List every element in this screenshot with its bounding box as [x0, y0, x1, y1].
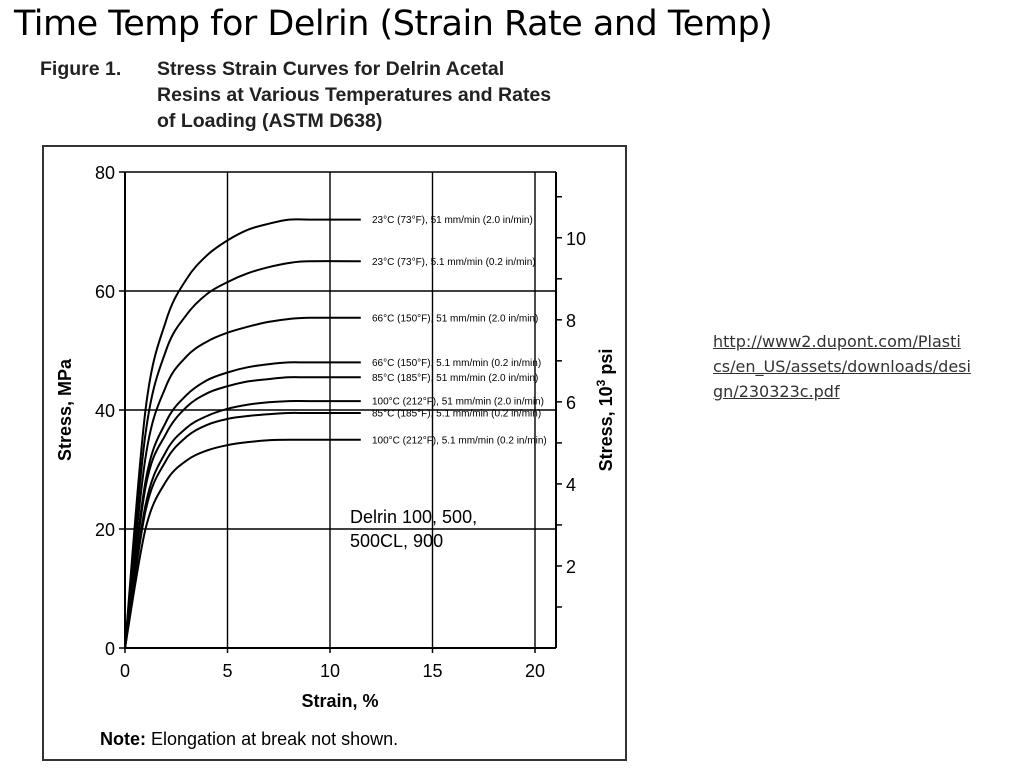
- caption-line: Stress Strain Curves for Delrin Acetal: [157, 58, 505, 80]
- series-label: 85°C (185°F), 51 mm/min (2.0 in/min): [372, 373, 538, 384]
- note: Note: Elongation at break not shown.: [100, 729, 398, 749]
- y-axis-label-right-suffix: psi: [596, 349, 616, 380]
- right-tick-label: 10: [566, 229, 586, 249]
- right-tick-label: 8: [566, 311, 576, 331]
- series-line: [124, 376, 361, 649]
- series-line: [124, 361, 361, 649]
- series-line: [124, 218, 361, 649]
- series-label: 85°C (185°F), 5.1 mm/min (0.2 in/min): [372, 408, 541, 419]
- chart-annotation-line: 500CL, 900: [350, 531, 443, 551]
- chart-annotation-line: Delrin 100, 500,: [350, 507, 477, 527]
- y-axis-label-right-prefix: Stress, 10: [596, 386, 616, 471]
- x-tick-label: 20: [525, 661, 545, 681]
- right-tick-label: 6: [566, 393, 576, 413]
- x-tick-label: 10: [320, 661, 340, 681]
- x-tick-label: 0: [120, 661, 130, 681]
- caption-line: Resins at Various Temperatures and Rates: [157, 84, 552, 106]
- y-tick-label: 0: [105, 639, 115, 659]
- series-layer: [124, 218, 361, 649]
- source-link-line: http://www2.dupont.com/Plasti: [713, 332, 961, 351]
- right-tick-label: 2: [566, 557, 576, 577]
- series-label: 100°C (212°F), 51 mm/min (2.0 in/min): [372, 397, 544, 408]
- y-tick-label: 80: [95, 163, 115, 183]
- y-axis-label-left: Stress, MPa: [55, 358, 75, 461]
- caption-line: of Loading (ASTM D638): [157, 110, 383, 132]
- note-label: Note:: [100, 729, 146, 749]
- figure-number: Figure 1.: [40, 58, 122, 80]
- source-link-line: cs/en_US/assets/downloads/desi: [713, 357, 971, 376]
- right-tick-label: 4: [566, 475, 576, 495]
- series-label: 66°C (150°F), 5.1 mm/min (0.2 in/min): [372, 358, 541, 369]
- series-line: [124, 400, 361, 649]
- source-link-line: gn/230323c.pdf: [713, 382, 840, 401]
- grid-layer: [125, 171, 556, 648]
- series-line: [124, 316, 361, 649]
- series-label: 23°C (73°F), 51 mm/min (2.0 in/min): [372, 215, 533, 226]
- y-axis-label-right-sup: 3: [594, 379, 608, 386]
- series-label: 23°C (73°F), 5.1 mm/min (0.2 in/min): [372, 257, 536, 268]
- x-tick-label: 15: [422, 661, 442, 681]
- y-tick-label: 20: [95, 520, 115, 540]
- y-tick-label: 60: [95, 282, 115, 302]
- y-tick-label: 40: [95, 401, 115, 421]
- figure-caption-text: Stress Strain Curves for Delrin Acetal R…: [157, 56, 677, 134]
- label-layer: 0 20 40 60 80 0 5 10 15 20 2 4 6 8 10 23°C (73°F), 51 m…: [95, 163, 586, 681]
- chart-frame: [42, 145, 627, 761]
- axis-layer: [119, 171, 562, 653]
- x-axis-label: Strain, %: [301, 691, 378, 711]
- series-line: [124, 411, 361, 649]
- series-label: 66°C (150°F), 51 mm/min (2.0 in/min): [372, 313, 538, 324]
- series-line: [124, 260, 361, 649]
- y-axis-label-right: Stress, 103 psi: [594, 349, 616, 472]
- slide-title: Time Temp for Delrin (Strain Rate and Te…: [14, 4, 773, 44]
- series-label: 100°C (212°F), 5.1 mm/min (0.2 in/min): [372, 435, 547, 446]
- source-link[interactable]: http://www2.dupont.com/Plasti cs/en_US/a…: [713, 329, 1013, 404]
- x-tick-label: 5: [222, 661, 232, 681]
- series-line: [124, 438, 361, 649]
- note-text: Elongation at break not shown.: [146, 729, 398, 749]
